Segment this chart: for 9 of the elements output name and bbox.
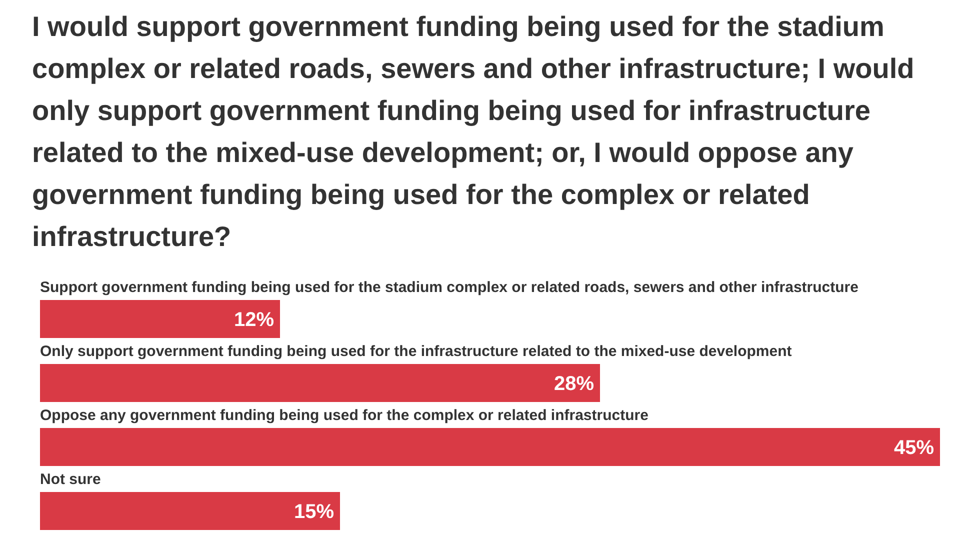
data-label: 45% [894,437,934,459]
y-tick-label: Oppose any government funding being used for the complex or related infrastructure [40,407,648,424]
chart-title: I would support government funding being used for the stadium complex or related roads, sewers and other infrastructure; I would only support government funding being used for infrastructure related to the mixed-use development; or, I would oppose any government funding being used for the complex or related infrastructure? [32,11,914,252]
data-label: 15% [294,501,334,523]
y-tick-label: Not sure [40,471,101,488]
y-tick-label: Support government funding being used for the stadium complex or related roads, sewers and other infrastructure [40,279,858,296]
data-label: 12% [234,309,274,331]
y-tick-label: Only support government funding being used for the infrastructure related to the mixed-use development [40,343,792,360]
data-label: 28% [554,373,594,395]
